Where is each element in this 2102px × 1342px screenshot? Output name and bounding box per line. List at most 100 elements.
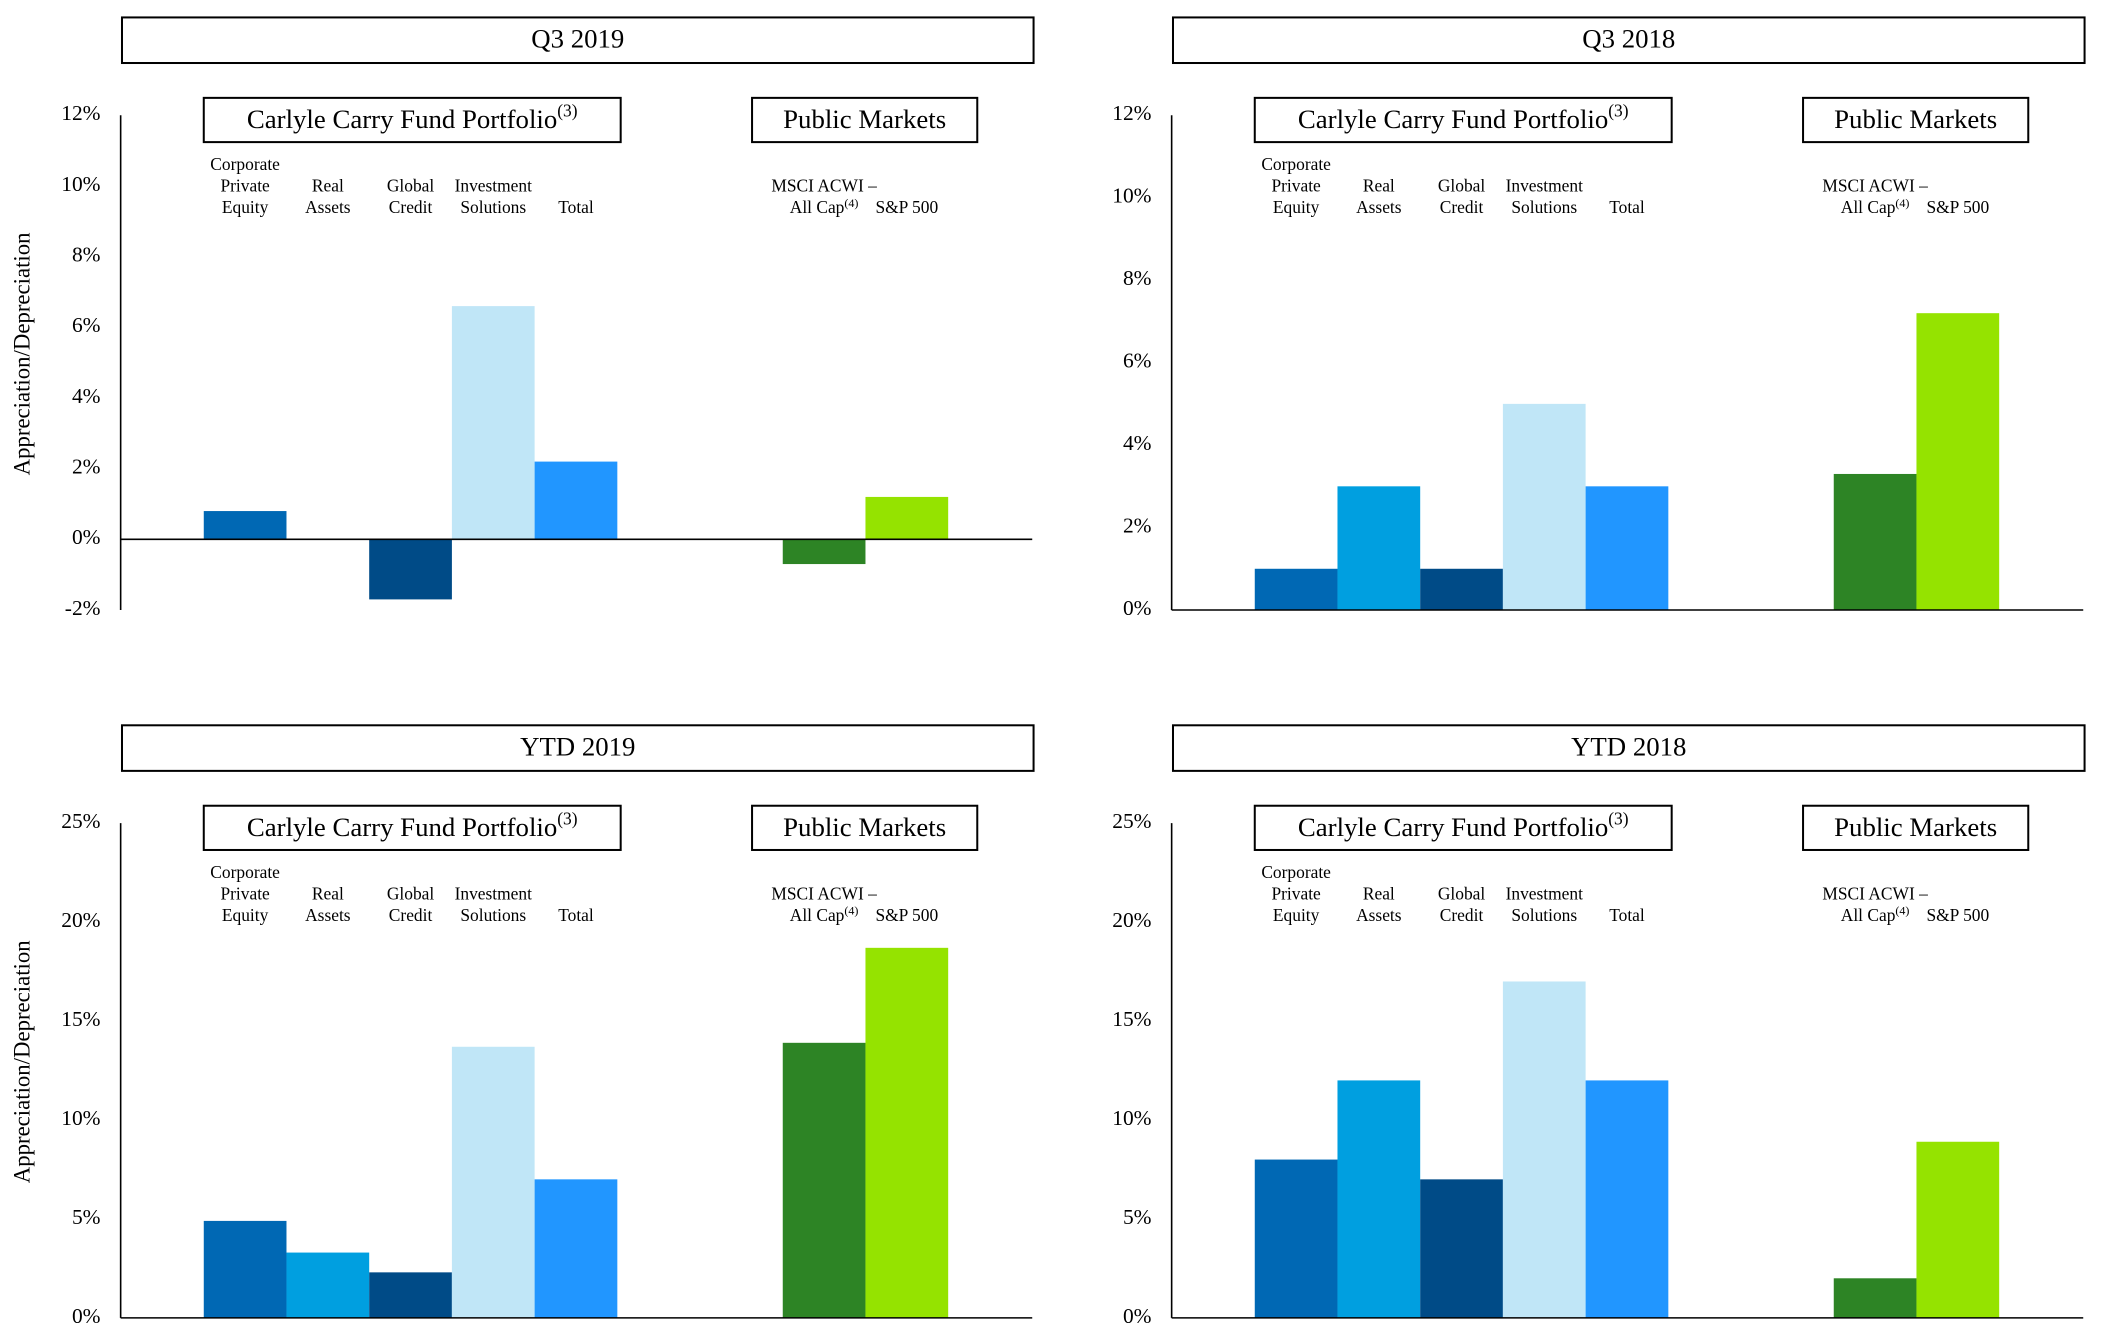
group-label: Public Markets [1834, 812, 1997, 842]
category-label: Assets [1356, 197, 1402, 217]
group-label-text: Carlyle Carry Fund Portfolio [247, 812, 557, 842]
category-label: Investment [1506, 176, 1584, 196]
category-label: Equity [222, 197, 269, 217]
group-label-note: (3) [557, 808, 577, 828]
category-label-line: MSCI ACWI – [1822, 884, 1928, 904]
category-label: Global [387, 176, 435, 196]
bar [1420, 1179, 1503, 1318]
category-label-line: Assets [305, 905, 351, 925]
category-label: Assets [1356, 905, 1402, 925]
category-label: Private [220, 176, 270, 196]
category-label: Investment [455, 884, 533, 904]
category-label-line: All Cap [790, 905, 845, 925]
category-label: Equity [1273, 905, 1320, 925]
category-label-line: Global [387, 176, 435, 196]
y-tick-label: 10% [61, 1106, 100, 1130]
category-label-line: Total [1609, 197, 1645, 217]
group-label: Public Markets [783, 812, 946, 842]
category-label: MSCI ACWI – [1822, 884, 1928, 904]
group-box [751, 804, 979, 851]
category-label: S&P 500 [875, 905, 938, 925]
category-label: S&P 500 [1926, 197, 1989, 217]
category-label-line: Assets [1356, 905, 1402, 925]
category-label-line: Real [1363, 884, 1395, 904]
category-label-line: MSCI ACWI – [1822, 176, 1928, 196]
category-label-line: Equity [222, 197, 269, 217]
bar [369, 1272, 452, 1318]
category-label-line: Solutions [1511, 905, 1577, 925]
category-label: Credit [389, 905, 433, 925]
group-label-text: Carlyle Carry Fund Portfolio [247, 104, 557, 134]
category-label-line: Equity [222, 905, 269, 925]
y-tick-label: 0% [72, 1304, 101, 1328]
category-label-line: Corporate [1261, 154, 1331, 174]
bar [1254, 568, 1338, 610]
category-label: Global [1438, 884, 1486, 904]
group-label-text: Carlyle Carry Fund Portfolio [1298, 812, 1608, 842]
bar [1337, 1080, 1421, 1318]
category-label-line: Solutions [1511, 197, 1577, 217]
category-label: Global [387, 884, 435, 904]
category-label: MSCI ACWI – [771, 176, 877, 196]
category-note: (4) [844, 196, 858, 210]
y-tick-label: 6% [1123, 349, 1152, 373]
category-label: Private [1271, 176, 1321, 196]
group-label-note: (3) [557, 101, 577, 121]
y-tick-label: 4% [1123, 431, 1152, 455]
category-label-line: Equity [1273, 905, 1320, 925]
group-label: Public Markets [1834, 104, 1997, 134]
y-tick-label: 10% [1112, 184, 1151, 208]
category-label-line: Credit [389, 905, 433, 925]
y-tick-label: 20% [61, 908, 100, 932]
category-note: (4) [844, 903, 858, 917]
category-label: Corporate [210, 154, 280, 174]
chart-title: YTD 2019 [520, 732, 635, 762]
category-label-line: Investment [1506, 176, 1584, 196]
bar [203, 511, 287, 540]
bar [534, 461, 618, 540]
y-tick-label: 6% [72, 313, 101, 337]
bar [203, 1220, 287, 1318]
category-label-line: Private [1271, 176, 1321, 196]
category-label-line: All Cap [1841, 197, 1896, 217]
y-axis-label: Appreciation/Depreciation [9, 940, 34, 1184]
category-label-line: Global [1438, 884, 1486, 904]
category-label: Credit [389, 197, 433, 217]
y-axis-label: Appreciation/Depreciation [9, 232, 34, 476]
y-tick-label: 5% [1123, 1205, 1152, 1229]
bar [865, 947, 949, 1318]
category-label: Equity [222, 905, 269, 925]
y-tick-label: 0% [1123, 1304, 1152, 1328]
bar [286, 1252, 370, 1318]
category-label-line: Real [1363, 176, 1395, 196]
category-note: (4) [1895, 903, 1909, 917]
chart-title: YTD 2018 [1571, 732, 1686, 762]
group-label-note: (3) [1608, 808, 1628, 828]
y-tick-label: 10% [1112, 1106, 1151, 1130]
group-label: Carlyle Carry Fund Portfolio(3) [1298, 101, 1629, 135]
category-label-line: Total [558, 197, 594, 217]
group-box [1802, 96, 2030, 144]
category-label: Assets [305, 905, 351, 925]
category-label-line: Credit [1440, 905, 1484, 925]
bar [369, 539, 452, 600]
group-label-text: Carlyle Carry Fund Portfolio [1298, 104, 1608, 134]
bar [451, 1046, 535, 1318]
category-label-line: Private [220, 176, 270, 196]
bar [1585, 486, 1669, 610]
group-label: Carlyle Carry Fund Portfolio(3) [1298, 808, 1629, 842]
bar [1254, 1159, 1338, 1318]
group-label-text: Public Markets [783, 812, 946, 842]
category-label-line: Corporate [210, 862, 280, 882]
category-label: MSCI ACWI – [1822, 176, 1928, 196]
category-label-line: Investment [455, 884, 533, 904]
category-label: Corporate [1261, 862, 1331, 882]
y-tick-label: 8% [1123, 266, 1152, 290]
bar [782, 1042, 866, 1318]
category-note: (4) [1895, 196, 1909, 210]
category-label-line: Assets [1356, 197, 1402, 217]
category-label: All Cap(4) [1841, 196, 1910, 218]
y-tick-label: 25% [1112, 809, 1151, 833]
